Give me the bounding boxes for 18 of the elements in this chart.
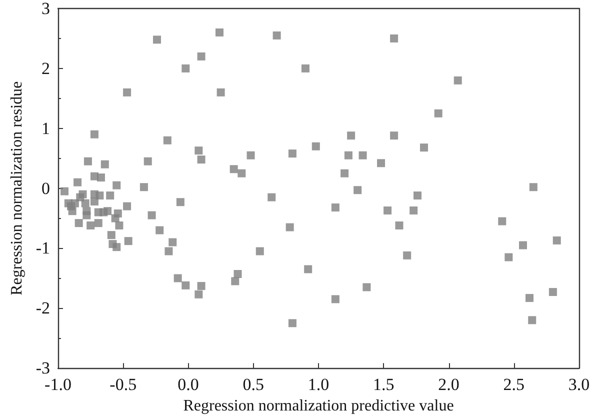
x-tick-label: 0.0: [178, 375, 199, 394]
y-tick-label: -3: [36, 358, 50, 378]
y-tick-label: 3: [42, 0, 50, 18]
x-tick-label: 2.0: [438, 375, 460, 394]
x-tick-label: 3.0: [568, 375, 590, 394]
x-tick-label: -0.5: [110, 375, 137, 394]
x-tick-label: 0.5: [242, 375, 264, 394]
y-tick-label: 2: [42, 58, 50, 78]
y-tick-label: 1: [42, 118, 50, 138]
y-tick-label: -2: [36, 298, 50, 318]
x-tick-label: -1.0: [44, 375, 72, 394]
x-tick-label: 1.5: [373, 375, 394, 394]
x-tick-label: 1.0: [308, 375, 330, 394]
y-axis-title: Regression normalization residue: [8, 81, 26, 296]
y-tick-label: -1: [36, 238, 50, 258]
x-axis-title: Regression normalization predictive value: [183, 398, 454, 414]
y-tick-label: 0: [42, 178, 50, 198]
x-tick-label: 2.5: [503, 375, 524, 394]
